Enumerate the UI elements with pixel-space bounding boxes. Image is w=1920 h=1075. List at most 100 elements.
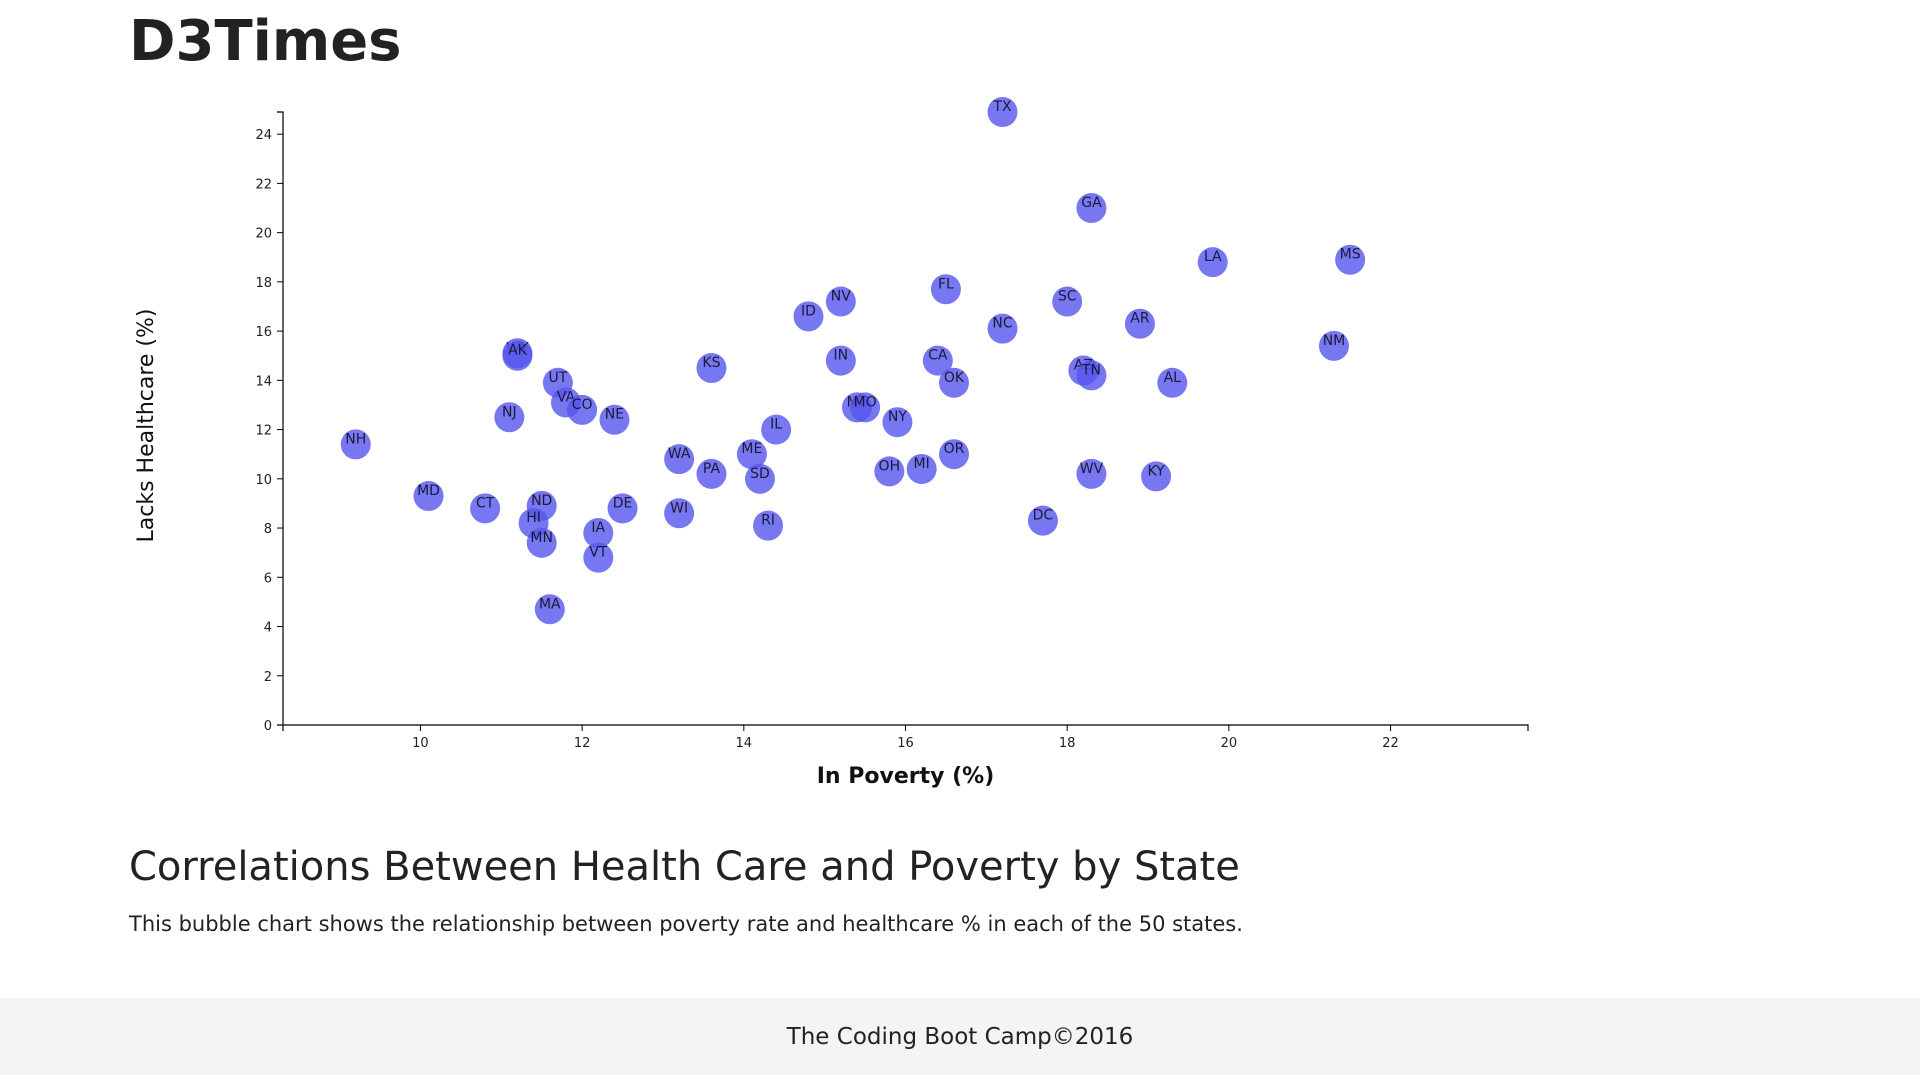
bubble-label: OH [879, 458, 901, 474]
bubble-circle[interactable] [340, 429, 371, 460]
bubble-circle[interactable] [1157, 367, 1188, 398]
bubble-circle[interactable] [1197, 247, 1228, 278]
state-bubble-nh[interactable]: NH [340, 429, 371, 460]
bubble-circle[interactable] [607, 493, 638, 524]
x-axis: 10 12 14 16 18 20 22 [282, 724, 1529, 751]
state-bubble-ia[interactable]: IA [583, 517, 614, 548]
bubble-circle[interactable] [906, 453, 937, 484]
bubble-circle[interactable] [502, 340, 533, 371]
bubble-circle[interactable] [793, 301, 824, 332]
bubble-circle[interactable] [987, 313, 1018, 344]
bubble-label: LA [1204, 249, 1222, 265]
state-bubble-de[interactable]: DE [607, 493, 638, 524]
bubble-circle[interactable] [494, 402, 525, 433]
state-bubble-ok[interactable]: OK [939, 367, 970, 398]
state-bubble-or[interactable]: OR [939, 439, 970, 470]
bubble-label: FL [938, 276, 954, 292]
bubble-circle[interactable] [1318, 330, 1349, 361]
bubble-circle[interactable] [583, 542, 614, 573]
state-bubble-ky[interactable]: KY [1141, 461, 1172, 492]
bubble-circle[interactable] [1076, 360, 1107, 391]
y-axis-title[interactable]: Lacks Healthcare (%) [134, 308, 159, 542]
state-bubble-nv[interactable]: NV [825, 286, 856, 317]
state-bubble-tn[interactable]: TN [1076, 360, 1107, 391]
bubble-circle[interactable] [753, 510, 784, 541]
bubble-circle[interactable] [930, 274, 961, 305]
bubble-label: CO [572, 397, 593, 413]
state-bubble-vt[interactable]: VT [583, 542, 614, 573]
bubble-circle[interactable] [526, 527, 557, 558]
bubble-circle[interactable] [761, 414, 792, 445]
state-bubble-wv[interactable]: WV [1076, 458, 1107, 489]
state-bubble-mi[interactable]: MI [906, 453, 937, 484]
bubble-circle[interactable] [696, 458, 727, 489]
bubble-label: NE [605, 407, 624, 423]
bubble-circle[interactable] [874, 456, 905, 487]
bubble-circle[interactable] [939, 367, 970, 398]
bubble-circle[interactable] [1124, 308, 1155, 339]
state-bubble-md[interactable]: MD [413, 481, 444, 512]
state-bubble-ny[interactable]: NY [882, 407, 913, 438]
state-bubble-ar[interactable]: AR [1124, 308, 1155, 339]
bubble-circle[interactable] [534, 594, 565, 625]
state-bubble-ri[interactable]: RI [753, 510, 784, 541]
bubble-circle[interactable] [1027, 505, 1058, 536]
state-bubble-fl[interactable]: FL [930, 274, 961, 305]
bubble-label: OR [944, 441, 965, 457]
bubble-circle[interactable] [744, 463, 775, 494]
bubble-circle[interactable] [567, 394, 598, 425]
state-bubble-mn[interactable]: MN [526, 527, 557, 558]
x-axis-title[interactable]: In Poverty (%) [817, 764, 995, 789]
state-bubble-in[interactable]: IN [825, 345, 856, 376]
bubble-circle[interactable] [850, 392, 881, 423]
state-bubble-nj[interactable]: NJ [494, 402, 525, 433]
state-bubble-nm[interactable]: NM [1318, 330, 1349, 361]
state-bubble-ca[interactable]: CA [922, 345, 953, 376]
state-bubble-ga[interactable]: GA [1076, 193, 1107, 224]
state-bubble-ct[interactable]: CT [470, 493, 501, 524]
bubble-circle[interactable] [413, 481, 444, 512]
state-bubble-oh[interactable]: OH [874, 456, 905, 487]
state-bubble-ma[interactable]: MA [534, 594, 565, 625]
state-bubble-wa[interactable]: WA [664, 444, 695, 475]
bubble-circle[interactable] [583, 517, 614, 548]
state-bubble-me[interactable]: ME [736, 439, 767, 470]
state-bubble-ak[interactable]: AK [502, 340, 533, 371]
state-bubble-tx[interactable]: TX [987, 97, 1018, 127]
bubble-circle[interactable] [696, 353, 727, 384]
state-bubble-la[interactable]: LA [1197, 247, 1228, 278]
bubble-circle[interactable] [987, 97, 1018, 127]
bubble-circle[interactable] [664, 444, 695, 475]
bubble-circle[interactable] [1141, 461, 1172, 492]
state-bubble-nc[interactable]: NC [987, 313, 1018, 344]
state-bubble-ms[interactable]: MS [1335, 244, 1366, 275]
state-bubble-il[interactable]: IL [761, 414, 792, 445]
bubble-circle[interactable] [825, 345, 856, 376]
state-bubble-dc[interactable]: DC [1027, 505, 1058, 536]
state-bubble-sd[interactable]: SD [744, 463, 775, 494]
state-bubble-al[interactable]: AL [1157, 367, 1188, 398]
state-bubble-pa[interactable]: PA [696, 458, 727, 489]
bubble-circle[interactable] [599, 404, 630, 435]
bubble-label: NC [992, 316, 1012, 332]
bubble-circle[interactable] [664, 498, 695, 529]
bubble-circle[interactable] [882, 407, 913, 438]
bubble-circle[interactable] [736, 439, 767, 470]
state-bubble-sc[interactable]: SC [1052, 286, 1083, 317]
bubble-circle[interactable] [825, 286, 856, 317]
bubble-circle[interactable] [1076, 193, 1107, 224]
state-bubble-wi[interactable]: WI [664, 498, 695, 529]
state-bubble-id[interactable]: ID [793, 301, 824, 332]
state-bubble-ks[interactable]: KS [696, 353, 727, 384]
bubble-label: NJ [502, 404, 517, 420]
state-bubble-co[interactable]: CO [567, 394, 598, 425]
bubble-circle[interactable] [470, 493, 501, 524]
bubble-circle[interactable] [939, 439, 970, 470]
bubble-circle[interactable] [1335, 244, 1366, 275]
bubble-circle[interactable] [1076, 458, 1107, 489]
state-bubble-mo[interactable]: MO [850, 392, 881, 423]
bubble-circle[interactable] [922, 345, 953, 376]
bubble-label: TN [1081, 362, 1101, 378]
state-bubble-ne[interactable]: NE [599, 404, 630, 435]
bubble-circle[interactable] [1052, 286, 1083, 317]
